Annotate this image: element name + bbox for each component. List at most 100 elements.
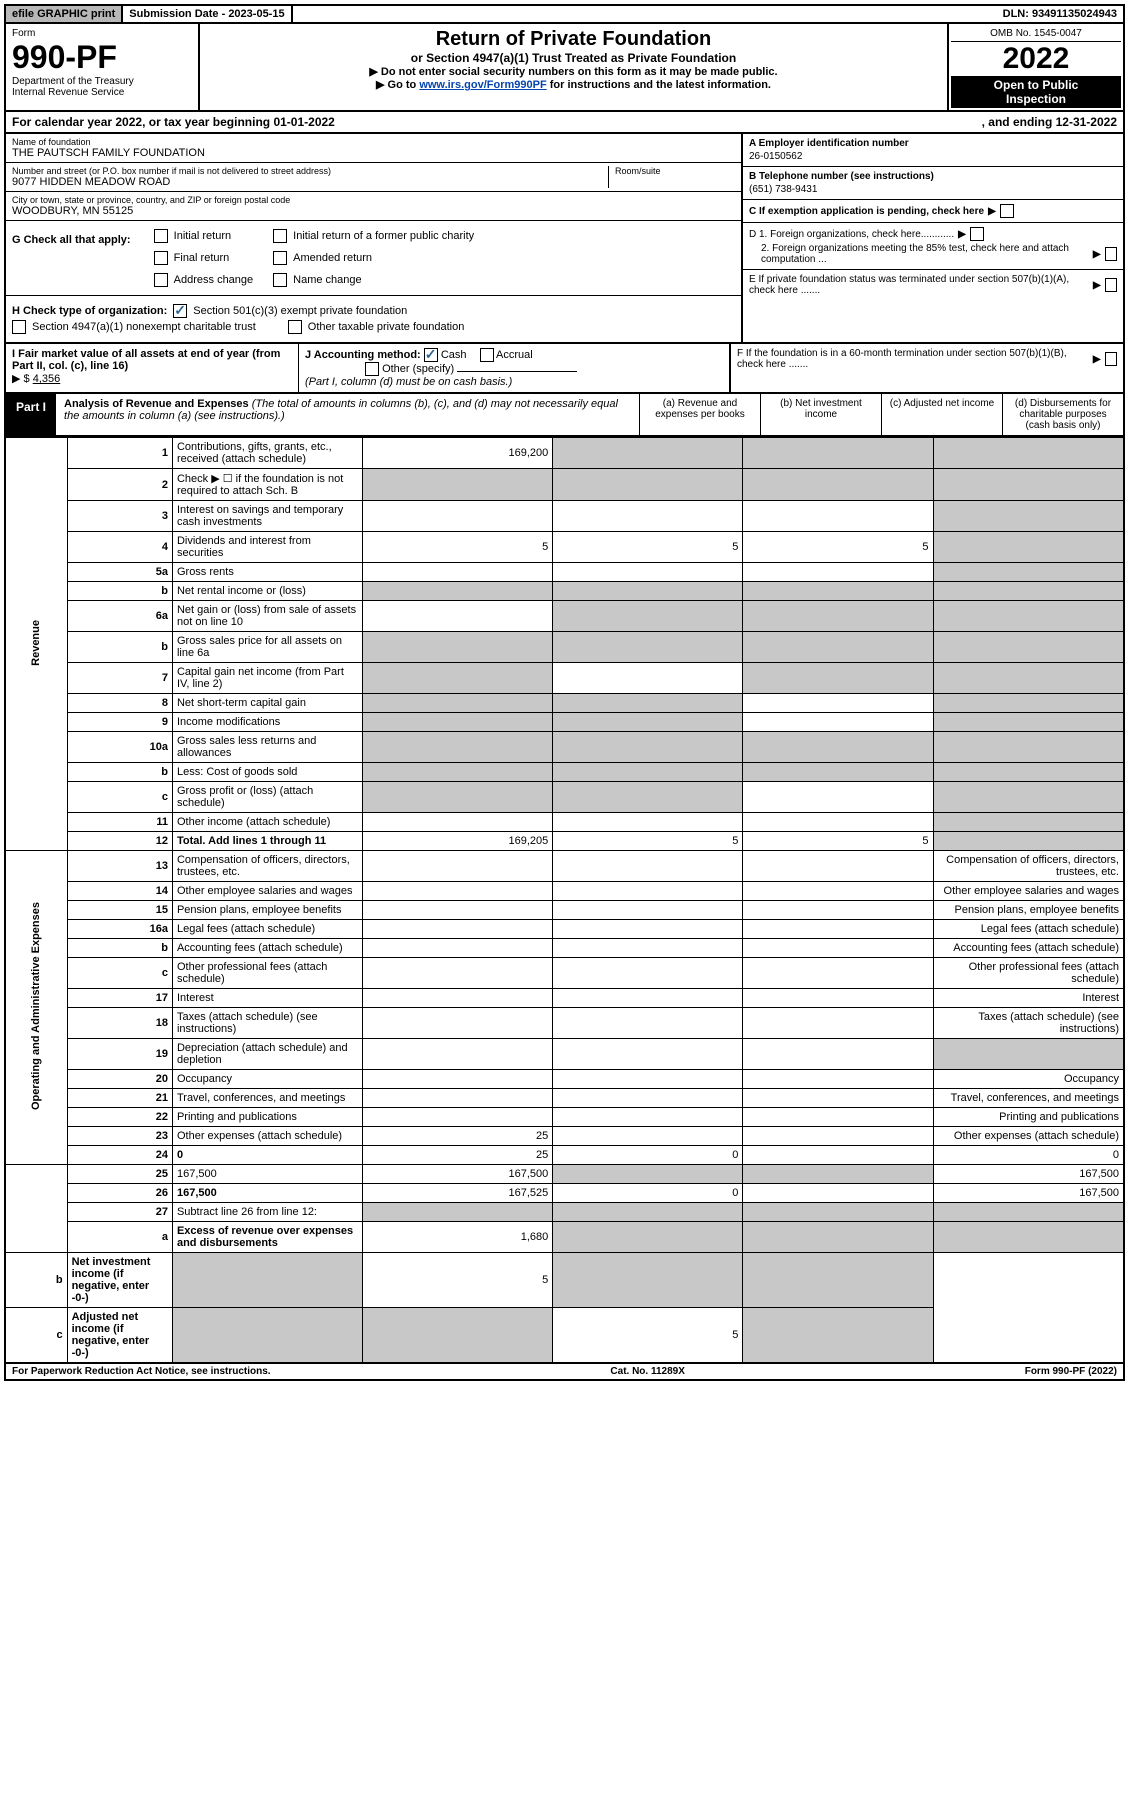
amount-cell bbox=[553, 1203, 743, 1222]
amount-cell: 0 bbox=[933, 1146, 1124, 1165]
amount-cell bbox=[553, 1008, 743, 1039]
checkbox-cash[interactable] bbox=[424, 348, 438, 362]
amount-cell bbox=[553, 901, 743, 920]
table-row: 6aNet gain or (loss) from sale of assets… bbox=[5, 601, 1124, 632]
table-row: 9Income modifications bbox=[5, 713, 1124, 732]
table-row: 27Subtract line 26 from line 12: bbox=[5, 1203, 1124, 1222]
amount-cell bbox=[363, 958, 553, 989]
amount-cell bbox=[933, 782, 1124, 813]
amount-cell bbox=[553, 694, 743, 713]
checkbox-d2[interactable] bbox=[1105, 247, 1117, 261]
checkbox-amended[interactable] bbox=[273, 251, 287, 265]
part1-tab: Part I bbox=[6, 394, 56, 435]
line-desc: Total. Add lines 1 through 11 bbox=[172, 832, 362, 851]
amount-cell: 167,525 bbox=[363, 1184, 553, 1203]
amount-cell bbox=[743, 989, 933, 1008]
omb-number: OMB No. 1545-0047 bbox=[951, 26, 1121, 42]
line-desc: Gross rents bbox=[172, 563, 362, 582]
amount-cell bbox=[363, 469, 553, 501]
form-title: Return of Private Foundation bbox=[204, 28, 943, 51]
line-number: 3 bbox=[67, 501, 172, 532]
part1-desc: Analysis of Revenue and Expenses (The to… bbox=[56, 394, 639, 435]
checkbox-4947[interactable] bbox=[12, 320, 26, 334]
amount-cell bbox=[363, 1039, 553, 1070]
checkbox-accrual[interactable] bbox=[480, 348, 494, 362]
amount-cell: Other employee salaries and wages bbox=[933, 882, 1124, 901]
table-row: Operating and Administrative Expenses13C… bbox=[5, 851, 1124, 882]
checkbox-initial-return[interactable] bbox=[154, 229, 168, 243]
line-number: 19 bbox=[67, 1039, 172, 1070]
table-row: 14Other employee salaries and wagesOther… bbox=[5, 882, 1124, 901]
amount-cell bbox=[553, 632, 743, 663]
amount-cell bbox=[743, 632, 933, 663]
amount-cell: 5 bbox=[363, 1253, 553, 1308]
line-number: 9 bbox=[67, 713, 172, 732]
line-desc: Other employee salaries and wages bbox=[172, 882, 362, 901]
checkbox-other-taxable[interactable] bbox=[288, 320, 302, 334]
checkbox-address-change[interactable] bbox=[154, 273, 168, 287]
amount-cell bbox=[933, 813, 1124, 832]
line-number: 4 bbox=[67, 532, 172, 563]
amount-cell bbox=[363, 939, 553, 958]
submission-date: Submission Date - 2023-05-15 bbox=[123, 6, 292, 22]
line-desc: Gross sales price for all assets on line… bbox=[172, 632, 362, 663]
amount-cell: 169,200 bbox=[363, 438, 553, 469]
table-row: 4Dividends and interest from securities5… bbox=[5, 532, 1124, 563]
form-header: Form 990-PF Department of the Treasury I… bbox=[4, 24, 1125, 112]
table-row: cAdjusted net income (if negative, enter… bbox=[5, 1308, 1124, 1364]
col-a-header: (a) Revenue and expenses per books bbox=[639, 394, 760, 435]
table-row: bLess: Cost of goods sold bbox=[5, 763, 1124, 782]
amount-cell bbox=[553, 1089, 743, 1108]
amount-cell bbox=[553, 851, 743, 882]
checkbox-final-return[interactable] bbox=[154, 251, 168, 265]
line-desc: Income modifications bbox=[172, 713, 362, 732]
g-section: G Check all that apply: Initial return F… bbox=[6, 221, 741, 296]
calendar-year-row: For calendar year 2022, or tax year begi… bbox=[4, 112, 1125, 134]
amount-cell bbox=[743, 1184, 933, 1203]
table-row: 17InterestInterest bbox=[5, 989, 1124, 1008]
checkbox-name-change[interactable] bbox=[273, 273, 287, 287]
amount-cell bbox=[743, 1089, 933, 1108]
line-desc: Net gain or (loss) from sale of assets n… bbox=[172, 601, 362, 632]
amount-cell bbox=[553, 1070, 743, 1089]
amount-cell: 0 bbox=[553, 1146, 743, 1165]
tax-year: 2022 bbox=[951, 42, 1121, 76]
checkbox-initial-former[interactable] bbox=[273, 229, 287, 243]
amount-cell: 5 bbox=[553, 832, 743, 851]
checkbox-c[interactable] bbox=[1000, 204, 1014, 218]
amount-cell bbox=[363, 632, 553, 663]
amount-cell bbox=[933, 582, 1124, 601]
checkbox-e[interactable] bbox=[1105, 278, 1117, 292]
amount-cell bbox=[743, 601, 933, 632]
amount-cell: 25 bbox=[363, 1127, 553, 1146]
amount-cell bbox=[743, 882, 933, 901]
line-desc: Accounting fees (attach schedule) bbox=[172, 939, 362, 958]
amount-cell bbox=[743, 1146, 933, 1165]
line-desc: Gross sales less returns and allowances bbox=[172, 732, 362, 763]
amount-cell bbox=[553, 989, 743, 1008]
checkbox-f[interactable] bbox=[1105, 352, 1117, 366]
amount-cell bbox=[363, 1203, 553, 1222]
table-row: 18Taxes (attach schedule) (see instructi… bbox=[5, 1008, 1124, 1039]
table-row: 12Total. Add lines 1 through 11169,20555 bbox=[5, 832, 1124, 851]
amount-cell bbox=[553, 601, 743, 632]
line-desc: Depreciation (attach schedule) and deple… bbox=[172, 1039, 362, 1070]
line-desc: Travel, conferences, and meetings bbox=[172, 1089, 362, 1108]
amount-cell bbox=[553, 1039, 743, 1070]
amount-cell bbox=[743, 782, 933, 813]
checkbox-501c3[interactable] bbox=[173, 304, 187, 318]
instructions-link[interactable]: www.irs.gov/Form990PF bbox=[419, 79, 546, 91]
checkbox-d1[interactable] bbox=[970, 227, 984, 241]
amount-cell: 167,500 bbox=[363, 1165, 553, 1184]
amount-cell: Legal fees (attach schedule) bbox=[933, 920, 1124, 939]
line-number: b bbox=[67, 939, 172, 958]
amount-cell bbox=[363, 813, 553, 832]
h-label: H Check type of organization: bbox=[12, 305, 167, 317]
amount-cell bbox=[933, 763, 1124, 782]
line-number: 18 bbox=[67, 1008, 172, 1039]
amount-cell bbox=[933, 713, 1124, 732]
line-number: b bbox=[67, 763, 172, 782]
amount-cell bbox=[363, 601, 553, 632]
checkbox-other[interactable] bbox=[365, 362, 379, 376]
open-to-public: Open to Public Inspection bbox=[951, 76, 1121, 108]
